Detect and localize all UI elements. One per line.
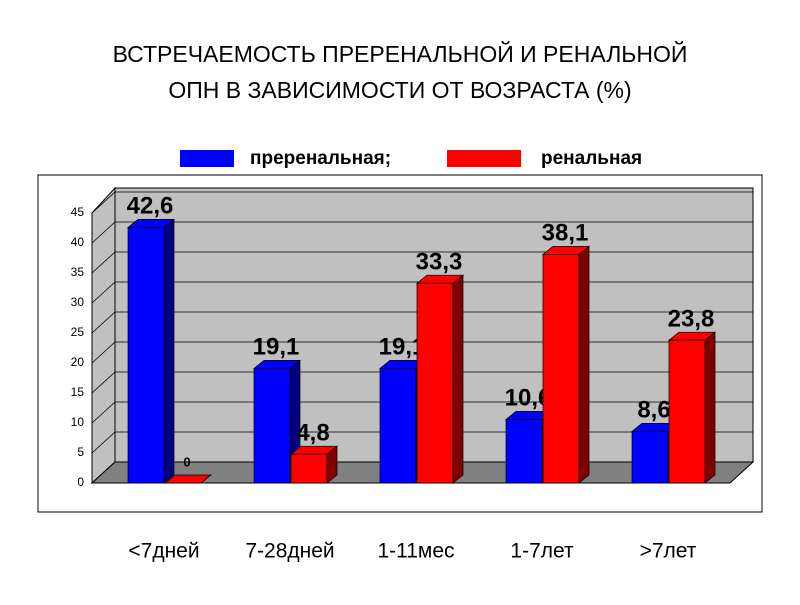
x-tick-label: >7лет — [640, 540, 697, 563]
value-label: 42,6 — [127, 193, 174, 220]
grid-line — [91, 191, 753, 214]
legend-label: преренальная; — [250, 148, 391, 169]
bar — [631, 431, 669, 484]
grid-line — [91, 251, 753, 274]
value-label: 4,8 — [296, 420, 329, 447]
legend-label: ренальная — [541, 148, 642, 169]
grid-line — [91, 221, 753, 244]
grid-line — [91, 341, 753, 364]
chart-title: ОПН В ЗАВИСИМОСТИ ОТ ВОЗРАСТА (%) — [168, 77, 631, 103]
value-label: 23,8 — [668, 306, 715, 333]
bar — [253, 368, 291, 484]
value-label: 8,6 — [637, 397, 670, 424]
y-tick-label: 0 — [77, 475, 84, 489]
y-tick-label: 35 — [71, 265, 85, 279]
value-label: 0 — [183, 454, 190, 469]
x-tick-label: 1-11мес — [377, 540, 454, 563]
y-tick-label: 5 — [77, 445, 84, 459]
value-label: 19,1 — [253, 334, 300, 361]
y-tick-label: 10 — [71, 415, 85, 429]
value-label: 38,1 — [542, 220, 589, 247]
bar-side — [704, 331, 716, 484]
value-label: 33,3 — [416, 249, 463, 276]
legend-swatch — [180, 150, 234, 167]
bar — [379, 368, 417, 484]
grid-line — [91, 281, 753, 304]
legend-swatch — [447, 150, 521, 167]
chart-title: ВСТРЕЧАЕМОСТЬ ПРЕРЕНАЛЬНОЙ И РЕНАЛЬНОЙ — [113, 40, 688, 67]
x-tick-label: 1-7лет — [510, 540, 574, 563]
bar-side — [578, 245, 590, 484]
bar — [290, 453, 328, 484]
grid-line — [91, 401, 753, 424]
y-tick-label: 25 — [71, 325, 85, 339]
bar-top — [164, 474, 212, 484]
bar-side — [163, 218, 175, 484]
bar — [542, 254, 580, 484]
bar-side — [452, 274, 464, 484]
x-tick-label: <7дней — [128, 540, 199, 563]
y-tick-label: 45 — [71, 205, 85, 219]
y-tick-label: 20 — [71, 355, 85, 369]
y-tick-label: 30 — [71, 295, 85, 309]
bar — [668, 339, 706, 484]
bar — [127, 227, 165, 484]
bar — [505, 419, 543, 484]
grid-line — [91, 371, 753, 394]
x-tick-label: 7-28дней — [245, 540, 334, 563]
grid-line — [91, 311, 753, 334]
y-tick-label: 40 — [71, 235, 85, 249]
bar — [416, 282, 454, 484]
y-tick-label: 15 — [71, 385, 85, 399]
